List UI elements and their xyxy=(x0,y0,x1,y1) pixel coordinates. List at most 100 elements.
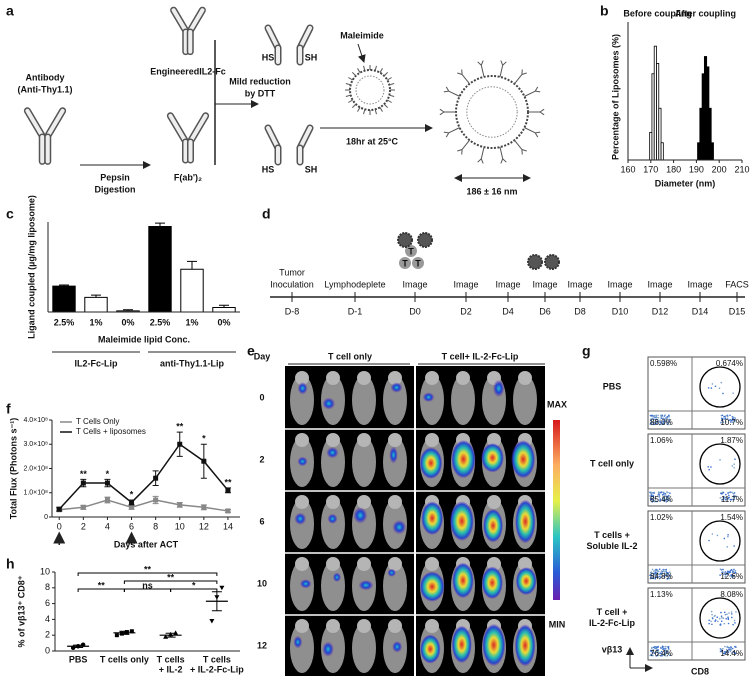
scheme-label: Digestion xyxy=(94,184,135,194)
panel-label: g xyxy=(582,343,591,359)
x-tick-label: 4 xyxy=(105,521,110,531)
event-dot xyxy=(716,616,719,618)
mouse-head xyxy=(295,557,309,571)
event-dot xyxy=(658,568,661,571)
event-dot xyxy=(720,381,723,384)
liposome-ligand xyxy=(514,74,523,85)
bar xyxy=(180,268,204,313)
event-dot xyxy=(653,500,656,503)
event-dot xyxy=(716,534,719,537)
event-dot xyxy=(726,646,729,648)
liposome-ligand xyxy=(461,139,470,150)
liposome-ligand xyxy=(477,158,482,163)
event-dot xyxy=(727,622,730,625)
event-dot xyxy=(723,497,725,500)
scheme-label: Antibody xyxy=(26,72,65,82)
timeline-day: D-8 xyxy=(285,306,300,316)
event-dot xyxy=(665,417,667,419)
quadrant-value: 14.4% xyxy=(720,649,743,658)
event-dot xyxy=(726,415,729,418)
event-dot xyxy=(651,498,653,501)
event-dot xyxy=(665,420,668,422)
x-tick-label: 190 xyxy=(689,164,704,174)
event-dot xyxy=(663,495,666,497)
scheme-label: by DTT xyxy=(245,88,276,98)
event-dot xyxy=(654,500,657,503)
liposome-icon xyxy=(397,232,413,248)
gate xyxy=(699,520,741,562)
signal xyxy=(299,579,312,589)
scheme-label: HS xyxy=(262,164,275,174)
liposome-ligand xyxy=(389,83,395,86)
event-dot xyxy=(722,573,725,576)
y-tick-label: 1.0×10⁸ xyxy=(23,490,48,497)
event-dot xyxy=(652,649,655,651)
liposome-ligand xyxy=(499,146,504,159)
timeline-day: D14 xyxy=(692,306,709,316)
signal xyxy=(353,507,368,524)
day-label: 6 xyxy=(259,516,264,526)
error-bar xyxy=(165,632,176,638)
event-dot xyxy=(657,414,659,417)
event-dot xyxy=(727,570,729,573)
x-tick-label: 0 xyxy=(57,521,62,531)
cell-icon-label: T xyxy=(408,246,414,256)
mouse-head xyxy=(456,371,470,385)
event-dot xyxy=(659,576,662,578)
y-axis-label: Percentage of Liposomes (%) xyxy=(610,34,620,160)
liposome-ligand xyxy=(502,61,507,66)
event-dot xyxy=(722,392,724,395)
event-dot xyxy=(719,574,721,576)
event-dot xyxy=(667,423,670,425)
quadrant-value: 0.598% xyxy=(650,359,677,368)
mouse-head xyxy=(326,557,340,571)
marker xyxy=(225,487,231,493)
event-dot xyxy=(666,415,669,418)
row-label: Soluble IL-2 xyxy=(586,541,637,551)
event-dot xyxy=(664,492,666,495)
error-bar xyxy=(123,309,133,311)
event-dot xyxy=(663,571,666,573)
event-dot xyxy=(650,421,652,424)
event-dot xyxy=(722,568,724,571)
liposome-ligand xyxy=(383,103,389,109)
event-dot xyxy=(723,537,726,540)
day-header: Day xyxy=(254,351,271,361)
event-dot xyxy=(666,417,669,419)
panel-label: b xyxy=(600,3,609,19)
event-dot xyxy=(661,572,663,575)
event-dot xyxy=(724,613,727,616)
signal xyxy=(332,572,342,583)
event-dot xyxy=(655,575,658,578)
event-dot xyxy=(708,468,710,471)
event-dot xyxy=(664,414,666,416)
x-tick-label: 2.5% xyxy=(150,317,171,327)
event-dot xyxy=(650,649,652,652)
event-dot xyxy=(654,418,657,421)
event-dot xyxy=(731,416,734,418)
marker xyxy=(177,441,183,447)
event-dot xyxy=(654,577,657,580)
liposome-ligand xyxy=(521,72,527,75)
event-dot xyxy=(654,569,657,572)
event-dot xyxy=(722,421,725,424)
liposome-ligand xyxy=(500,60,504,66)
liposome-ligand xyxy=(502,158,507,163)
event-dot xyxy=(659,646,662,649)
event-dot xyxy=(732,419,734,421)
event-dot xyxy=(728,612,730,614)
timeline-label: Image xyxy=(532,279,557,289)
marker xyxy=(153,475,159,481)
event-dot xyxy=(653,570,655,572)
event-dot xyxy=(708,622,710,625)
liposome-core xyxy=(466,86,518,138)
event-dot xyxy=(721,498,723,501)
event-dot xyxy=(735,611,737,613)
event-dot xyxy=(668,577,670,580)
event-dot xyxy=(667,572,669,575)
event-dot xyxy=(650,418,652,420)
liposome-ligand xyxy=(345,94,351,97)
signal xyxy=(419,447,443,479)
liposome-ligand xyxy=(461,74,470,85)
significance-bracket xyxy=(170,588,218,592)
